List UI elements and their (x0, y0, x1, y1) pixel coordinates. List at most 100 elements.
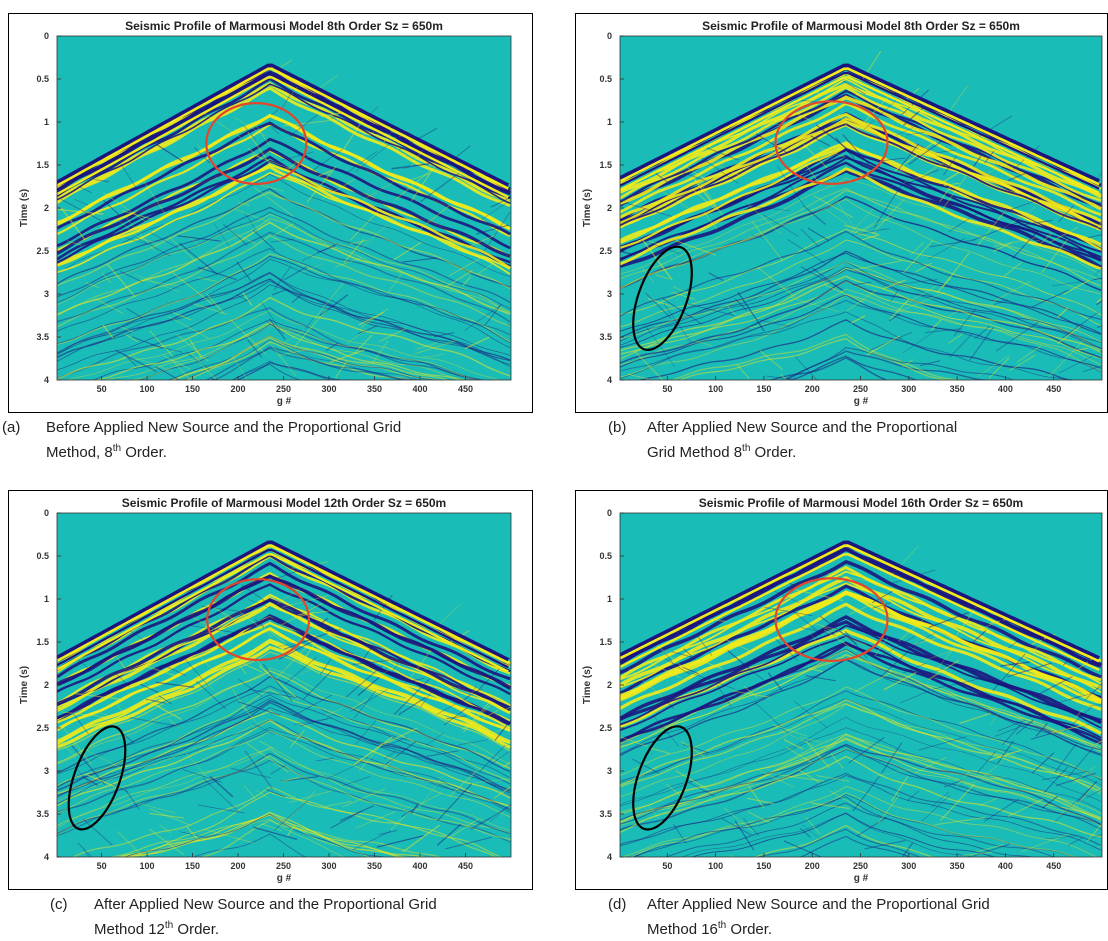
diffraction-streak (701, 157, 739, 184)
diffraction-streak (253, 826, 298, 841)
reflection-event (57, 147, 511, 258)
caption-line2: Method 16 (647, 921, 718, 938)
panel-b: Seismic Profile of Marmousi Model 8th Or… (575, 13, 1108, 413)
diffraction-streak (393, 678, 430, 715)
diffraction-streak (478, 263, 494, 274)
diffraction-streak (193, 303, 227, 315)
reflection-event (57, 217, 511, 315)
reflection-event (192, 833, 307, 857)
reflection-event (57, 191, 511, 290)
diffraction-streak (845, 289, 877, 312)
diffraction-streak (638, 238, 681, 255)
diffraction-streak (812, 267, 842, 291)
diffraction-streak (793, 611, 820, 633)
diffraction-streak (972, 630, 987, 643)
first-arrival-wavefront (57, 553, 509, 673)
reflection-event (620, 250, 1102, 339)
diffraction-streak (288, 790, 332, 804)
diffraction-streak (362, 645, 374, 661)
diffraction-streak (1093, 685, 1102, 692)
first-arrival-wavefront (57, 544, 509, 665)
reflection-event (57, 296, 511, 380)
reflection-event (182, 339, 420, 380)
diffraction-streak (197, 266, 237, 281)
diffraction-streak (990, 280, 1032, 304)
reflection-event (124, 813, 387, 857)
reflection-event (620, 199, 1102, 295)
diffraction-streak (234, 117, 266, 137)
diffraction-streak (300, 663, 326, 675)
diffraction-streak (464, 304, 501, 331)
diffraction-streak (881, 645, 915, 677)
diffraction-streak (1062, 311, 1099, 339)
diffraction-streak (352, 830, 392, 851)
diffraction-streak (230, 231, 257, 245)
diffraction-streak (783, 840, 822, 857)
diffraction-streak (872, 602, 892, 609)
reflection-event (57, 83, 511, 205)
diffraction-streak (682, 744, 709, 753)
diffraction-streak (385, 741, 417, 765)
diffraction-streak (799, 827, 811, 838)
diffraction-streak (785, 746, 813, 764)
diffraction-streak (628, 668, 664, 698)
diffraction-streak (914, 757, 947, 774)
diffraction-streak (354, 720, 377, 745)
reflection-event (57, 729, 511, 813)
diffraction-streak (756, 768, 794, 788)
diffraction-streak (149, 828, 184, 855)
diffraction-streak (823, 284, 865, 304)
diffraction-streak (232, 356, 248, 380)
diffraction-streak (675, 769, 710, 791)
diffraction-streak (299, 718, 329, 727)
diffraction-streak (903, 173, 933, 183)
diffraction-streak (723, 807, 754, 832)
reflection-event (620, 699, 1102, 792)
y-tick-label: 2 (44, 680, 49, 690)
diffraction-streak (184, 658, 209, 687)
diffraction-streak (122, 353, 137, 367)
reflection-event (620, 189, 1102, 289)
reflection-event (57, 235, 511, 328)
y-tick-label: 2 (607, 203, 612, 213)
diffraction-streak (1052, 695, 1081, 705)
reflection-event (57, 685, 511, 779)
red-ellipse-annotation (206, 578, 311, 662)
diffraction-streak (330, 810, 363, 829)
reflection-event (620, 145, 1102, 251)
diffraction-streak (384, 751, 397, 760)
reflection-event (57, 645, 511, 749)
red-ellipse-annotation (205, 101, 308, 186)
x-tick-label: 100 (140, 861, 155, 871)
seismic-chart-d: Seismic Profile of Marmousi Model 16th O… (582, 496, 1103, 884)
y-tick-label: 1 (607, 594, 612, 604)
reflection-event (172, 335, 450, 380)
diffraction-streak (393, 241, 422, 261)
reflection-event (620, 591, 1102, 705)
reflection-event (663, 802, 1056, 857)
diffraction-streak (855, 86, 869, 96)
reflection-event (57, 307, 485, 380)
diffraction-streak (800, 266, 845, 292)
diffraction-streak (450, 818, 479, 838)
diffraction-streak (947, 333, 964, 344)
diffraction-streak (1057, 325, 1081, 345)
diffraction-streak (253, 186, 295, 217)
diffraction-streak (931, 319, 942, 330)
diffraction-streak (279, 85, 297, 111)
diffraction-streak (139, 279, 181, 287)
diffraction-streak (974, 325, 990, 339)
reflection-event (57, 719, 511, 810)
reflection-event (57, 173, 511, 277)
diffraction-streak (725, 639, 750, 652)
x-tick-label: 100 (708, 384, 723, 394)
caption-label: (a) (2, 419, 21, 436)
reflection-event (620, 717, 1102, 806)
diffraction-streak (672, 823, 687, 844)
y-tick-label: 1.5 (36, 160, 49, 170)
reflection-event (620, 167, 1102, 271)
diffraction-streak (687, 671, 736, 690)
diffraction-streak (902, 327, 941, 354)
x-tick-label: 350 (367, 861, 382, 871)
reflection-event (57, 159, 511, 268)
